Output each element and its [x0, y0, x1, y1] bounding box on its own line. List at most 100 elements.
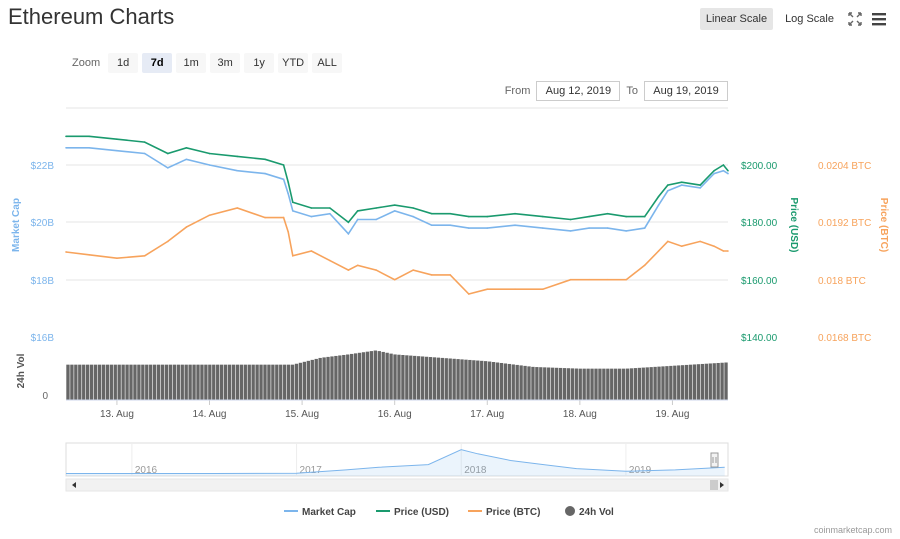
- volume-bar: [168, 364, 173, 400]
- volume-bar: [554, 367, 559, 400]
- volume-bar: [688, 364, 693, 400]
- point-price_usd: [347, 221, 350, 224]
- volume-bar: [594, 368, 598, 400]
- chart-toolbar: Linear Scale Log Scale: [699, 8, 888, 30]
- point-price_usd: [329, 207, 331, 209]
- point-price_btc: [727, 250, 729, 252]
- point-price_btc: [292, 254, 294, 257]
- point-price_usd: [625, 215, 627, 218]
- market-cap-tick: $16B: [31, 333, 55, 344]
- point-price_usd: [264, 158, 266, 161]
- point-market_cap: [625, 230, 627, 232]
- volume-bar: [507, 363, 511, 400]
- hamburger-menu-icon[interactable]: [870, 10, 888, 28]
- volume-bar: [279, 364, 283, 400]
- zoom-bar: Zoom 1d 7d 1m 3m 1y YTD ALL: [72, 53, 343, 73]
- volume-bar: [176, 364, 180, 400]
- volume-bar: [637, 367, 642, 400]
- point-market_cap: [713, 172, 715, 175]
- point-price_usd: [722, 164, 725, 166]
- series-line-market_cap: [66, 147, 729, 236]
- volume-tick: 0: [42, 391, 48, 402]
- to-label: To: [626, 85, 638, 97]
- x-tick-label: 19. Aug: [655, 409, 689, 420]
- volume-bar: [70, 364, 74, 400]
- fullscreen-icon[interactable]: [846, 10, 864, 28]
- zoom-all-button[interactable]: ALL: [312, 53, 343, 73]
- volume-bar: [255, 364, 259, 400]
- volume-bars: [66, 350, 728, 400]
- point-price_usd: [467, 215, 470, 218]
- volume-bar: [283, 364, 287, 400]
- volume-bar: [420, 356, 425, 400]
- point-market_cap: [356, 218, 359, 221]
- point-price_usd: [486, 215, 489, 218]
- point-market_cap: [657, 204, 660, 206]
- point-market_cap: [264, 172, 266, 175]
- volume-bar: [247, 364, 251, 400]
- volume-bar: [353, 353, 358, 400]
- volume-bar: [692, 364, 697, 400]
- market-cap-tick: $22B: [31, 161, 55, 172]
- volume-bar: [263, 364, 267, 400]
- volume-bar: [669, 365, 673, 400]
- point-price_usd: [167, 152, 169, 155]
- navigator-line: [66, 449, 725, 474]
- volume-bar: [369, 351, 374, 400]
- zoom-3m-button[interactable]: 3m: [210, 53, 241, 73]
- linear-scale-button[interactable]: Linear Scale: [699, 8, 774, 30]
- point-market_cap: [606, 227, 609, 229]
- point-price_btc: [282, 216, 285, 219]
- zoom-1y-button[interactable]: 1y: [244, 53, 275, 73]
- grid-lines: [66, 107, 728, 281]
- zoom-1m-button[interactable]: 1m: [176, 53, 207, 73]
- volume-bar: [89, 364, 94, 400]
- point-price_usd: [699, 184, 702, 186]
- point-price_usd: [727, 169, 729, 172]
- volume-bar: [357, 352, 362, 400]
- price-usd-axis-title: Price (USD): [788, 197, 799, 252]
- volume-bar: [133, 364, 137, 400]
- point-market_cap: [347, 233, 350, 235]
- market-cap-tick: $20B: [31, 218, 55, 229]
- to-date-input[interactable]: [644, 81, 728, 101]
- legend-item: Market Cap: [302, 507, 356, 518]
- volume-bar: [86, 364, 90, 400]
- credit-text: coinmarketcap.com: [813, 525, 892, 535]
- zoom-1d-button[interactable]: 1d: [108, 53, 139, 73]
- x-tick-label: 14. Aug: [193, 409, 227, 420]
- volume-bar: [665, 366, 669, 400]
- legend-item: Price (BTC): [486, 507, 540, 518]
- point-market_cap: [467, 227, 470, 229]
- point-price_btc: [467, 293, 470, 295]
- volume-bar: [543, 367, 547, 400]
- point-price_btc: [542, 288, 544, 291]
- volume-bar: [428, 357, 433, 400]
- zoom-ytd-button[interactable]: YTD: [278, 53, 309, 73]
- point-market_cap: [208, 164, 211, 166]
- log-scale-button[interactable]: Log Scale: [785, 13, 834, 25]
- volume-bar: [625, 368, 630, 400]
- volume-bar: [365, 351, 370, 400]
- point-market_cap: [329, 212, 331, 215]
- volume-bar: [440, 357, 444, 400]
- from-date-input[interactable]: [536, 81, 621, 101]
- zoom-7d-button[interactable]: 7d: [142, 53, 173, 73]
- legend-item: Price (USD): [394, 507, 449, 518]
- from-label: From: [504, 85, 531, 97]
- point-price_usd: [412, 207, 415, 209]
- x-tick-label: 17. Aug: [470, 409, 504, 420]
- point-price_btc: [449, 274, 452, 276]
- volume-bar: [326, 356, 330, 400]
- point-price_usd: [65, 135, 67, 138]
- volume-bar: [342, 354, 346, 400]
- volume-bar: [661, 366, 665, 400]
- volume-bar: [373, 350, 377, 400]
- volume-bar: [432, 357, 437, 400]
- volume-bar: [606, 368, 610, 400]
- volume-bar: [346, 354, 350, 400]
- point-market_cap: [486, 227, 489, 229]
- volume-bar: [582, 368, 586, 400]
- point-market_cap: [588, 227, 590, 229]
